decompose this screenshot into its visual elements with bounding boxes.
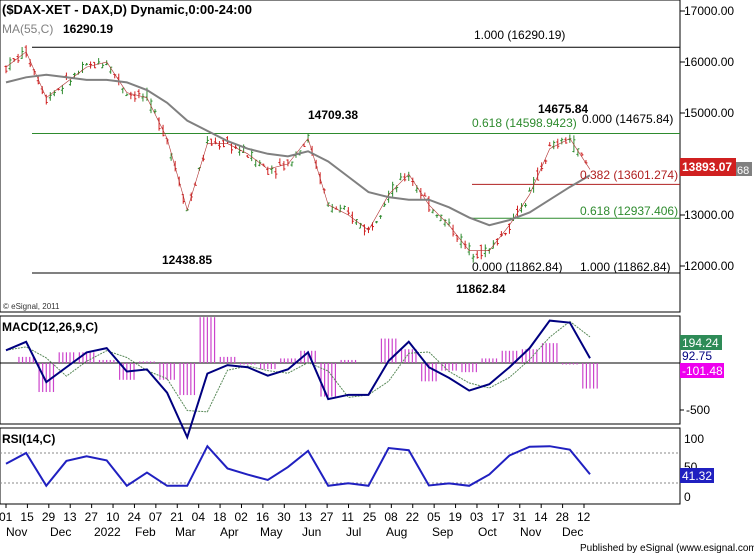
x-tick-day: 11 [342, 510, 355, 524]
x-tick-day: 01 [0, 510, 13, 524]
nov-high-label: 14675.84 [538, 102, 588, 116]
price-tick-label: 15000.00 [684, 106, 734, 120]
x-tick-day: 04 [192, 510, 206, 524]
x-tick-day: 15 [20, 510, 34, 524]
high-2022-label: 16290.19 [63, 22, 113, 36]
x-tick-month: Nov [6, 525, 27, 539]
x-tick-day: 27 [320, 510, 334, 524]
x-tick-day: 31 [513, 510, 527, 524]
last-price-value: 13893.07 [682, 160, 732, 174]
x-tick-day: 13 [299, 510, 313, 524]
fib-left-0618-label: 0.618 (14598.9423) [472, 116, 577, 130]
ma-value-tag [736, 162, 752, 176]
x-tick-month: Mar [175, 525, 196, 539]
x-tick-day: 19 [449, 510, 463, 524]
rsi-panel [0, 427, 681, 505]
price-tick-label: 17000.00 [684, 4, 734, 18]
x-tick-day: 12 [577, 510, 591, 524]
ma-label: MA(55,C) [2, 22, 53, 36]
fib-right-1000-label: 1.000 (11862.84) [580, 260, 671, 274]
x-tick-day: 16 [256, 510, 270, 524]
x-tick-day: 27 [85, 510, 99, 524]
mar-low-label: 12438.85 [162, 253, 212, 267]
x-tick-month: Apr [220, 525, 239, 539]
x-tick-day: 07 [149, 510, 163, 524]
x-tick-day: 13 [63, 510, 77, 524]
copyright-label: © eSignal, 2011 [3, 302, 60, 311]
x-tick-month: Nov [520, 525, 541, 539]
price-tick-label: 16000.00 [684, 55, 734, 69]
rsi-tick-0: 0 [684, 490, 691, 504]
x-tick-day: 05 [427, 510, 441, 524]
fib-right-0618-label: 0.618 (12937.406) [580, 204, 678, 218]
price-tick-label: 12000.00 [684, 259, 734, 273]
x-tick-day: 03 [470, 510, 484, 524]
fib-right-0000-label: 0.000 (14675.84) [582, 112, 673, 126]
x-tick-day: 08 [384, 510, 398, 524]
x-tick-day: 02 [234, 510, 248, 524]
sep-low-label: 11862.84 [456, 282, 506, 296]
x-tick-month: Jun [302, 525, 321, 539]
price-tick-label: 13000.00 [684, 208, 734, 222]
x-tick-day: 22 [406, 510, 420, 524]
ma-value-text: 68 [737, 165, 749, 177]
rsi-tick-100: 100 [684, 432, 704, 446]
x-tick-day: 14 [534, 510, 548, 524]
macd-tick-neg500: -500 [686, 403, 710, 417]
macd-title: MACD(12,26,9,C) [2, 320, 98, 334]
macd-value: 194.24 [682, 336, 719, 350]
rsi-line [5, 444, 591, 488]
fib-left-0000-label: 0.000 (11862.84) [472, 260, 563, 274]
x-tick-month: Feb [135, 525, 156, 539]
x-tick-month: May [260, 525, 283, 539]
x-tick-day: 29 [42, 510, 56, 524]
fib-right-0382-label: 0.382 (13601.274) [580, 168, 678, 182]
chart-title: ($DAX-XET - DAX,D) Dynamic,0:00-24:00 [2, 2, 252, 17]
macd-line [5, 319, 591, 441]
x-tick-day: 18 [213, 510, 227, 524]
price-series-line [5, 51, 591, 251]
price-axis: 17000.0016000.0015000.0014000.0013000.00… [680, 4, 734, 273]
fib-left-1000-label: 1.000 (16290.19) [474, 28, 565, 42]
footer-credit: Published by eSignal (www.esignal.com) [580, 543, 754, 554]
macd-signal-value: 92.75 [682, 349, 712, 363]
rsi-title: RSI(14,C) [2, 432, 55, 446]
macd-signal-line [5, 320, 591, 413]
x-axis: 01 15 29 13 27 10 24 07 21 04 18 02 16 30 13 27 11 25 08 22… [0, 504, 591, 539]
jun-high-label: 14709.38 [308, 108, 358, 122]
last-price-tag [680, 158, 736, 176]
ma-line [5, 73, 591, 227]
price-panel [0, 0, 681, 313]
macd-histogram [18, 317, 598, 397]
macd-panel [0, 315, 681, 425]
rsi-value: 41.32 [682, 469, 712, 483]
x-tick-month: Aug [386, 525, 407, 539]
rsi-tag [680, 468, 714, 483]
hist-tag [680, 363, 724, 378]
x-tick-day: 21 [170, 510, 184, 524]
x-tick-day: 10 [106, 510, 120, 524]
x-tick-day: 25 [363, 510, 377, 524]
x-tick-month: 2022 [94, 525, 121, 539]
x-tick-day: 30 [277, 510, 291, 524]
x-tick-month: Jul [346, 525, 361, 539]
x-tick-month: Sep [432, 525, 454, 539]
x-tick-month: Oct [478, 525, 497, 539]
macd-hist-value: -101.48 [682, 364, 723, 378]
x-tick-month: Dec [562, 525, 583, 539]
macd-tag [680, 335, 722, 350]
x-tick-day: 28 [556, 510, 570, 524]
x-tick-day: 17 [491, 510, 505, 524]
x-tick-month: Dec [50, 525, 71, 539]
x-tick-day: 24 [127, 510, 141, 524]
